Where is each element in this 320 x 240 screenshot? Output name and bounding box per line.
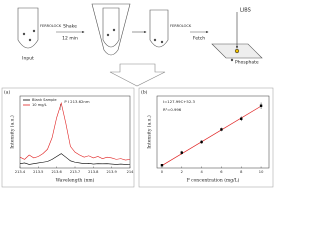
label: Phosphate [235, 60, 259, 66]
particle [22, 32, 26, 36]
tube [17, 7, 39, 49]
big-arrow [109, 63, 166, 87]
annotation: I=127.99C+52.3 [163, 99, 195, 104]
spot [234, 48, 240, 54]
y-axis-label: Intensity (a.u.) [146, 115, 153, 149]
x-tick-label: 213.6 [52, 170, 63, 174]
x-axis-label: P concentration (mg/L) [187, 177, 240, 184]
plot-frame [156, 95, 270, 169]
point [220, 128, 223, 131]
panel-label: (a) [4, 89, 10, 96]
x-tick-label: 213.7 [70, 170, 80, 174]
tube [149, 9, 169, 48]
spectrum-line [19, 153, 131, 165]
x-axis-label: Wavelength (nm) [56, 177, 95, 184]
x-tick-label: 6 [220, 170, 223, 174]
x-tick-label: 213.4 [15, 170, 26, 174]
label: Shake [63, 24, 77, 30]
particle [112, 28, 116, 32]
label: 12 min [62, 36, 78, 42]
legend-label: Blank Sample [32, 98, 57, 102]
label: FERROLOCK [40, 24, 62, 28]
point [240, 117, 243, 120]
x-tick-label: 213.9 [107, 170, 118, 174]
particle [106, 33, 110, 37]
panel-label: (b) [141, 89, 148, 96]
tube [102, 7, 120, 48]
point [200, 140, 203, 144]
point [259, 104, 263, 107]
label: LIBS [240, 8, 251, 14]
panel [1, 87, 135, 188]
particle [32, 29, 36, 33]
annotation: P I 213.62nm [64, 99, 90, 104]
label: FERROLOCK [170, 24, 192, 28]
legend-label: 10 mg/L [32, 103, 47, 107]
x-tick-label: 213.8 [88, 170, 99, 174]
label: Fetch [193, 36, 205, 42]
schematic [17, 3, 263, 87]
x-tick-label: 2 [181, 170, 183, 174]
funnel [91, 3, 131, 56]
label: Input [22, 56, 34, 62]
y-axis-label: Intensity (a.u.) [9, 115, 16, 149]
particle [160, 40, 164, 44]
fit-line [161, 105, 262, 166]
particle [28, 38, 32, 42]
point [180, 151, 183, 154]
x-tick-label: 214 [127, 170, 135, 174]
x-tick-label: 8 [240, 170, 243, 174]
figure: FERROLOCK Input Shake 12 min FERROLOCK F… [1, 3, 274, 188]
particle [153, 38, 157, 42]
phosphate-dot [230, 58, 234, 62]
annotation: R²=0.996 [163, 107, 182, 112]
panel [138, 87, 274, 188]
x-tick-label: 4 [200, 170, 203, 174]
x-tick-label: 213.5 [33, 170, 43, 174]
x-tick-label: 0 [161, 170, 164, 174]
spectrum-line [19, 102, 131, 161]
point [160, 164, 164, 167]
x-tick-label: 10 [259, 170, 264, 174]
